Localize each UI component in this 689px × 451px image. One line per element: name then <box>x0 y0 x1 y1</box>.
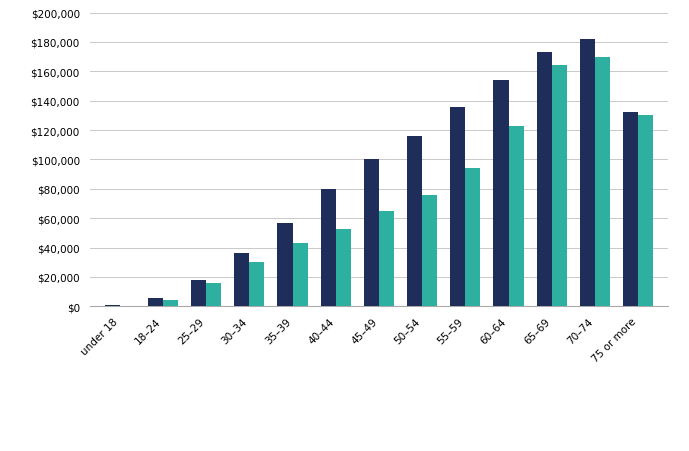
Bar <box>249 262 265 307</box>
Bar <box>148 299 163 307</box>
Bar <box>379 212 394 307</box>
Bar <box>623 113 638 307</box>
Bar <box>234 254 249 307</box>
Bar <box>105 305 120 307</box>
Bar <box>163 300 178 307</box>
Bar <box>191 280 206 307</box>
Bar <box>595 57 610 307</box>
Bar <box>422 195 438 307</box>
Bar <box>579 40 595 307</box>
Bar <box>638 116 653 307</box>
Bar <box>493 81 508 307</box>
Bar <box>120 306 135 307</box>
Bar <box>465 169 480 307</box>
Bar <box>450 107 465 307</box>
Bar <box>320 189 336 307</box>
Bar <box>364 160 379 307</box>
Bar <box>537 53 552 307</box>
Bar <box>293 244 308 307</box>
Bar <box>552 66 567 307</box>
Bar <box>407 137 422 307</box>
Bar <box>336 229 351 307</box>
Bar <box>278 223 293 307</box>
Bar <box>206 283 221 307</box>
Bar <box>508 126 524 307</box>
